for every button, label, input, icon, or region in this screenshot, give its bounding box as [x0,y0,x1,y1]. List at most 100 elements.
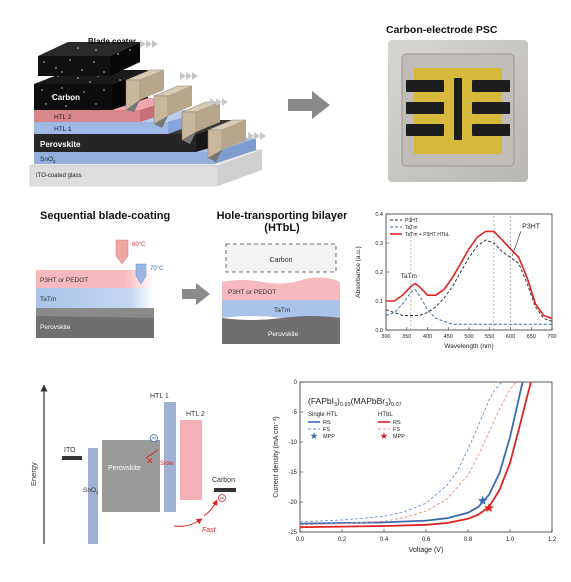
jv-composition-title: (FAPbI3)0.93(MAPbBr3)0.07 [308,396,402,408]
blade-2 [153,85,193,128]
abs-x-tick-label: 450 [444,334,453,340]
jv-y-axis-label: Current density (mA cm⁻²) [273,416,280,498]
jv-x-tick-label: 0.6 [422,537,431,543]
jv-legend-label: RS [393,420,401,426]
jv-legend-mpp-htbl: MPP [393,434,405,440]
jv-y-tick-label: -10 [288,440,297,446]
abs-series-line-3 [386,230,553,320]
htl1-label: HTL 1 [54,126,72,133]
jv-x-tick-label: 0.4 [380,537,389,543]
htbl-carbon-box [225,243,337,273]
abs-x-tick-label: 700 [547,334,556,340]
blade-4 [207,119,247,162]
motion-chevrons [140,40,266,140]
jv-legend-label: FS [393,427,400,433]
abs-series-line-2 [385,288,552,325]
abs-annotation-tatm: TaTm [401,273,417,280]
blocked-cross-icon: ✕ [146,456,154,466]
htbl-title: Hole-transporting bilayer (HTbL) [212,210,352,234]
abs-x-tick-label: 400 [423,334,432,340]
jv-x-tick-label: 0.8 [464,537,473,543]
seq-p3ht-label: P3HT or PEDOT [40,277,88,284]
jv-title-part: ) [337,396,340,406]
seq-p3ht-layer [36,270,154,288]
blade-coater-label: Blade coater [88,37,136,46]
blue-blade [135,263,147,285]
jv-title-part: 0.93 [340,402,351,408]
fast-transfer-arrow-1 [173,518,203,527]
arrow-right-icon-top [288,91,330,119]
abs-x-tick-label: 650 [527,334,536,340]
htbl-carbon-label: Carbon [270,257,293,264]
jv-x-tick-label: 0.0 [296,537,305,543]
jv-legend-htbl-title: HTbL [378,412,393,418]
device-stack-diagram: Blade coater Carbon HTL 2 HTL 1 Perovski… [29,37,266,187]
jv-title-part: ) [388,396,391,406]
jv-y-tick-label: 0 [294,380,298,386]
jv-mpp-star-2 [484,503,494,512]
pink-blade [115,239,129,265]
htbl-perovskite-label: Perovskite [268,331,299,338]
abs-x-tick-label: 500 [464,334,473,340]
jv-legend-mpp-single: MPP [323,434,335,440]
htbl-title-line1: Hole-transporting bilayer [216,210,348,222]
energy-carbon-label: Carbon [212,477,235,484]
slow-label: Slow [160,461,174,467]
seq-tatm-label: TaTm [40,296,56,303]
slow-transfer-arrow [145,449,159,459]
blade-coater [38,42,140,76]
htbl-perovskite-layer [222,316,340,344]
device-photo-graphic [401,53,515,167]
jv-title-part: (MAPbBr [351,396,386,406]
energy-axis-label: Energy [29,462,38,486]
abs-x-tick-label: 300 [381,334,390,340]
jv-mpp-star-1 [477,495,488,505]
fast-transfer-arrow-2 [203,499,218,517]
abs-y-tick-label: 0.3 [375,241,383,247]
temp-70-label: 70°C [150,266,164,272]
abs-y-tick-label: 0.2 [375,270,383,276]
jv-y-tick-label: -15 [288,470,297,476]
htbl-diagram: Carbon P3HT or PEDOT TaTm Perovskite [222,243,340,344]
htl2-label: HTL 2 [54,114,72,121]
abs-y-axis-label: Absorbance (a.u.) [355,246,362,298]
abs-annotation-p3ht: P3HT [522,224,541,231]
temp-60-label: 60°C [132,242,146,248]
abs-legend-label-1: P3HT [405,218,418,224]
abs-x-tick-label: 550 [485,334,494,340]
abs-legend-label-3: TaTm + P3HT HTbL [405,232,450,238]
jv-legend-star-single [310,432,318,439]
jv-y-tick-label: -20 [288,500,297,506]
sequential-title: Sequential blade-coating [40,210,171,222]
abs-y-tick-label: 0.4 [375,212,383,218]
abs-y-tick-label: 0.1 [375,299,383,305]
seq-tatm-layer [36,288,154,308]
jv-title-part: (FAPbI [308,396,334,406]
jv-series-line-1 [299,381,524,525]
sno2-label: SnO2 [40,156,56,164]
abs-annotation-pointer [511,231,522,257]
abs-y-tick-label: 0.0 [375,328,383,334]
jv-title-part: 3 [334,402,337,408]
jv-series-line-3 [299,381,532,529]
fast-label: Fast [202,527,217,534]
energy-htl1-label: HTL 1 [150,393,169,400]
jv-series-line-4 [299,381,517,526]
seq-perovskite-label: Perovskite [40,324,71,331]
jv-x-axis-label: Voltage (V) [409,547,444,554]
abs-x-tick-label: 600 [506,334,515,340]
abs-x-tick-label: 350 [402,334,411,340]
blade-3 [181,101,221,144]
htbl-tatm-label: TaTm [274,307,290,314]
carbon-label: Carbon [52,93,80,102]
jv-title-part: 0.07 [391,402,402,408]
htbl-p3ht-label: P3HT or PEDOT [228,289,276,296]
ito-label: ITO-coated glass [36,173,82,179]
energy-sno2-label: SnO2 [83,487,99,495]
perovskite-label: Perovskite [40,140,81,149]
perovskite-band [102,440,160,512]
blade-1 [125,69,165,112]
jv-chart: 0.0 0.2 0.4 0.6 0.8 1.0 1.2 -25 -20 -15 -10 -5 0 Volt… [273,380,557,554]
ito-label: ITO [64,447,76,454]
htbl-p3ht-layer [222,277,340,300]
